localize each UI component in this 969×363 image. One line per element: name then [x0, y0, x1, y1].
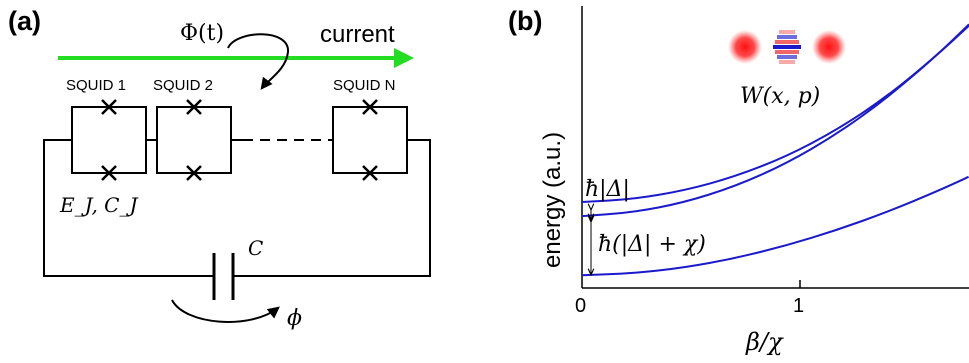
flux-label: Φ(t): [180, 21, 224, 46]
energy-curves: [581, 23, 969, 277]
junction-na: [362, 99, 378, 115]
squid-2-loop: [156, 106, 232, 174]
wigner-fringe: [775, 40, 799, 44]
wigner-label: W(x, p): [740, 84, 820, 109]
energy-curve-2: [581, 23, 969, 218]
junctions: [101, 99, 378, 181]
x-tick-label-0: 0: [575, 295, 586, 317]
squid-n-label: SQUID N: [333, 77, 396, 94]
wigner-fringe: [779, 60, 795, 64]
junction-2b: [186, 165, 202, 181]
wigner-fringe: [779, 30, 795, 34]
panel-b-label: (b): [508, 6, 542, 36]
wigner-fringe: [775, 50, 799, 54]
wigner-inset: [728, 30, 846, 64]
energy-curve-3: [581, 175, 969, 277]
flux-rotation-arrow: [227, 33, 290, 90]
junction-2a: [186, 99, 202, 115]
panel-a-label: (a): [8, 6, 41, 36]
x-axis-label: β/χ: [745, 328, 784, 356]
phase-arrow: [171, 299, 280, 323]
x-tick-label-1: 1: [793, 295, 804, 317]
squid-1-label: SQUID 1: [66, 77, 126, 94]
phase-label: ϕ: [287, 306, 302, 331]
junction-1b: [101, 165, 117, 181]
wigner-fringes: [773, 30, 801, 64]
axes: [581, 6, 969, 289]
wigner-fringe: [773, 45, 801, 49]
junction-params-label: E_J, C_J: [59, 193, 138, 217]
gap2-label: ħ(|Δ| + χ): [598, 232, 706, 257]
panel-b: (b) 0 1 β/χ energy (a.u.) ħ|Δ| ħ(|Δ| + χ…: [508, 6, 969, 356]
squid-2-label: SQUID 2: [153, 77, 213, 94]
wigner-blob-left: [728, 30, 762, 64]
wigner-blob-right: [812, 30, 846, 64]
wigner-fringe: [777, 35, 797, 39]
wigner-fringe: [777, 55, 797, 59]
gap1-label: ħ|Δ|: [585, 177, 630, 202]
junction-1a: [101, 99, 117, 115]
junction-nb: [362, 165, 378, 181]
capacitor-label: C: [248, 236, 263, 260]
squid-1-loop: [71, 106, 147, 174]
squid-n-loop: [332, 106, 408, 174]
y-axis-label: energy (a.u.): [539, 132, 566, 268]
current-label: current: [320, 21, 395, 48]
panel-a: (a) current Φ(t) SQUID 1 SQUID 2 SQUID N: [8, 6, 431, 331]
